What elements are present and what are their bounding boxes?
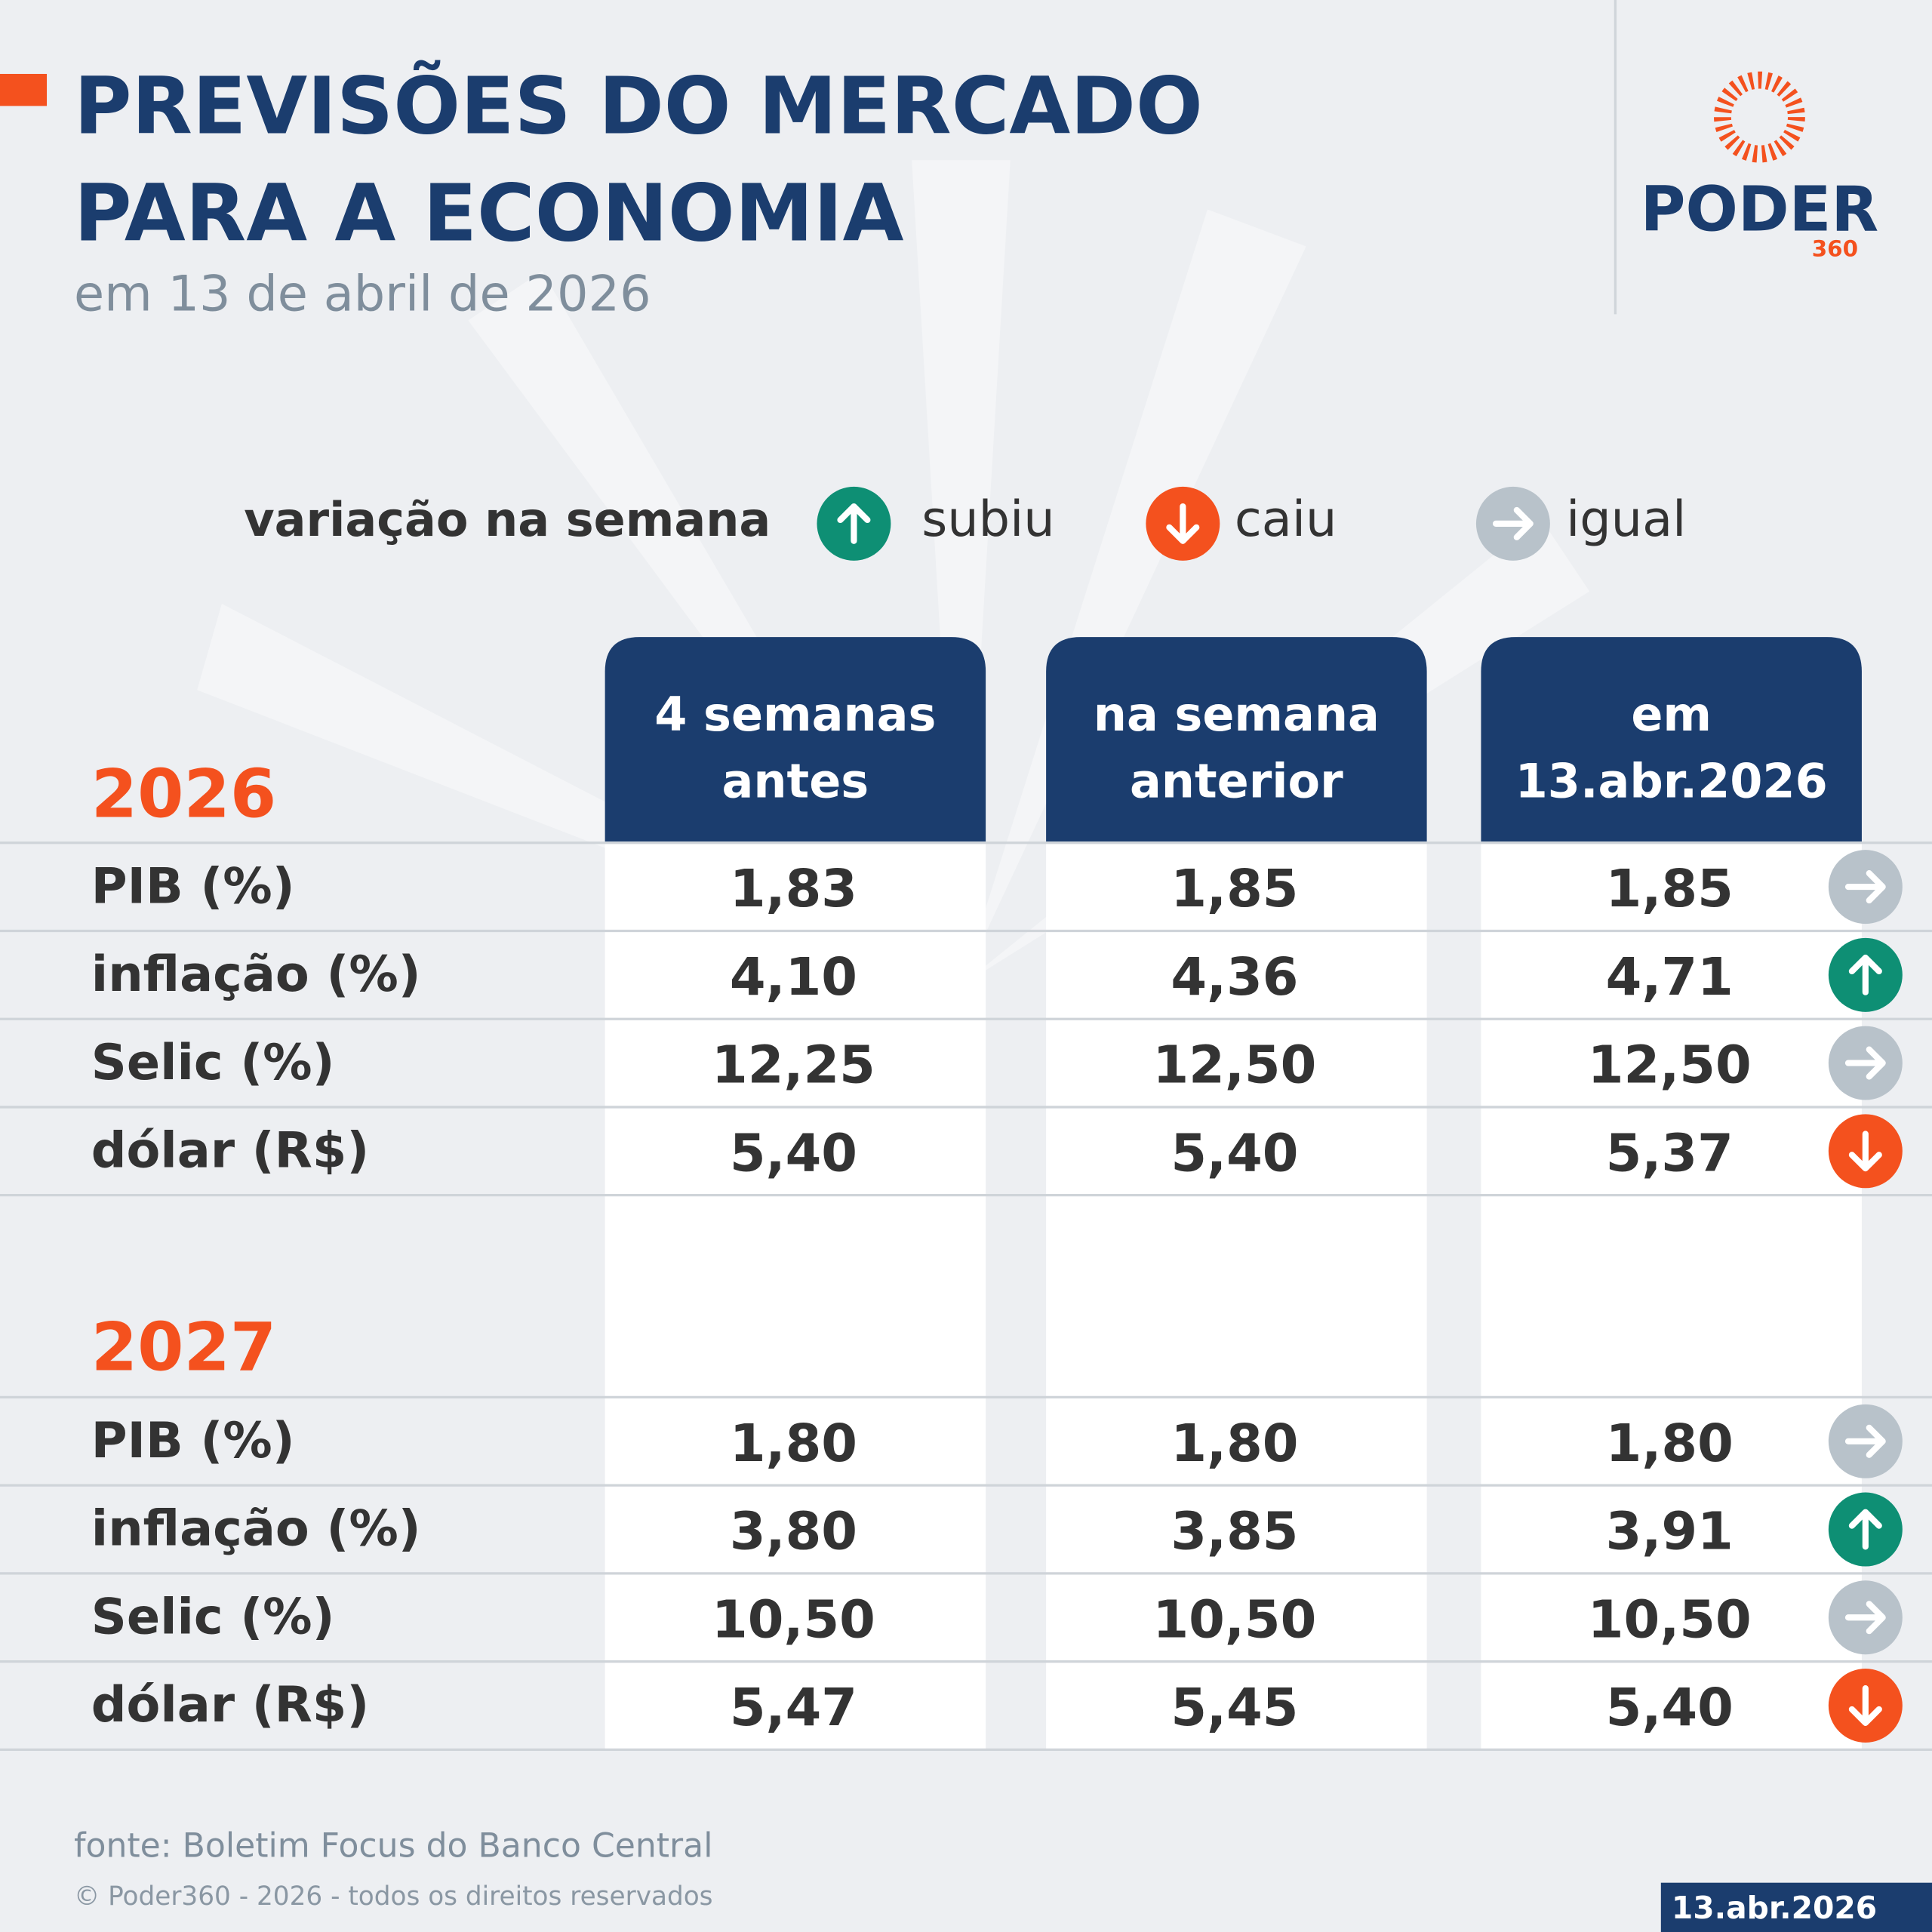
cell-value: 10,50 [1152, 1589, 1316, 1650]
cell-value: 1,80 [1606, 1414, 1734, 1474]
trend-icon [817, 486, 891, 561]
icon-arrow [1844, 1601, 1886, 1635]
trend-icon [1828, 1026, 1903, 1100]
row-label: PIB (%) [91, 1412, 295, 1469]
cell-value: 5,37 [1606, 1123, 1734, 1183]
cell-value: 5,45 [1171, 1678, 1298, 1738]
column-header-text: na semana [1094, 687, 1380, 742]
cell-value: 3,85 [1171, 1502, 1298, 1562]
icon-arrow [1848, 1685, 1882, 1726]
column-header-text: antes [722, 753, 869, 808]
cell-value: 1,85 [1606, 859, 1734, 919]
icon-arrow [1848, 1131, 1882, 1172]
icon-arrow [1844, 1424, 1886, 1458]
legend-item: subiu [921, 491, 1054, 548]
icon-arrow [837, 503, 871, 544]
icon-arrow [1848, 954, 1882, 995]
legend-item: caiu [1235, 491, 1337, 548]
cell-value: 5,40 [1606, 1678, 1734, 1738]
cell-value: 5,40 [1171, 1123, 1298, 1183]
logo: PODER 360 [1641, 71, 1879, 262]
accent-mark [0, 73, 48, 106]
cell-value: 5,47 [730, 1678, 857, 1738]
cell-value: 1,85 [1171, 859, 1298, 919]
trend-icon [1475, 486, 1550, 561]
year-label: 2026 [91, 755, 276, 832]
trend-icon [1828, 937, 1903, 1012]
row-label: dólar (R$) [91, 1676, 369, 1734]
cell-value: 1,83 [730, 859, 857, 919]
cell-value: 12,25 [712, 1035, 875, 1096]
trend-icon [1828, 1580, 1903, 1655]
trend-icon [1828, 1114, 1903, 1189]
column-header-text: em [1631, 687, 1712, 742]
subtitle: em 13 de abril de 2026 [74, 265, 651, 322]
cell-value: 3,80 [730, 1502, 857, 1562]
year-label: 2027 [91, 1309, 276, 1386]
column-header [1481, 637, 1862, 842]
icon-arrow [1492, 506, 1534, 540]
column-header-text: 4 semanas [654, 687, 936, 742]
cell-value: 4,71 [1606, 947, 1734, 1008]
cell-value: 4,10 [730, 947, 857, 1008]
row-label: Selic (%) [91, 1034, 335, 1091]
cell-value: 4,36 [1171, 947, 1298, 1008]
row-label: inflação (%) [91, 946, 421, 1003]
logo-number: 360 [1812, 236, 1858, 262]
cell-value: 10,50 [712, 1589, 875, 1650]
column-header [605, 637, 986, 842]
trend-icon [1828, 850, 1903, 924]
cell-value: 12,50 [1588, 1035, 1752, 1096]
column-body [1046, 841, 1427, 1750]
icon-arrow [1166, 503, 1200, 544]
icon-arrow [1844, 1046, 1886, 1080]
cell-value: 10,50 [1588, 1589, 1752, 1650]
source: fonte: Boletim Focus do Banco Central [74, 1826, 712, 1865]
trend-icon [1146, 486, 1220, 561]
icon-arrow [1848, 1509, 1882, 1550]
cell-value: 1,80 [1171, 1414, 1298, 1474]
title: PREVISÕES DO MERCADO [74, 59, 1203, 152]
column-header-text: 13.abr.2026 [1515, 753, 1828, 808]
icon-arrow [1844, 870, 1886, 904]
row-label: Selic (%) [91, 1588, 335, 1645]
column-header-text: anterior [1130, 753, 1343, 808]
date-box [1660, 1882, 1932, 1932]
logo-text: PODER [1641, 174, 1879, 245]
cell-value: 12,50 [1152, 1035, 1316, 1096]
cell-value: 5,40 [730, 1123, 857, 1183]
legend-item: igual [1566, 491, 1686, 548]
copyright: © Poder360 - 2026 - todos os direitos re… [74, 1881, 713, 1912]
trend-icon [1828, 1404, 1903, 1478]
title: PARA A ECONOMIA [74, 167, 904, 259]
cell-value: 3,91 [1606, 1502, 1734, 1562]
date: 13.abr.2026 [1672, 1890, 1877, 1926]
cell-value: 1,80 [730, 1414, 857, 1474]
row-label: dólar (R$) [91, 1122, 369, 1180]
column-body [1481, 841, 1862, 1750]
column-header [1046, 637, 1427, 842]
row-label: PIB (%) [91, 857, 295, 915]
column-body [605, 841, 986, 1750]
trend-icon [1828, 1669, 1903, 1743]
trend-icon [1828, 1492, 1903, 1567]
row-label: inflação (%) [91, 1500, 421, 1558]
legend-label: variação na semana [244, 492, 771, 547]
